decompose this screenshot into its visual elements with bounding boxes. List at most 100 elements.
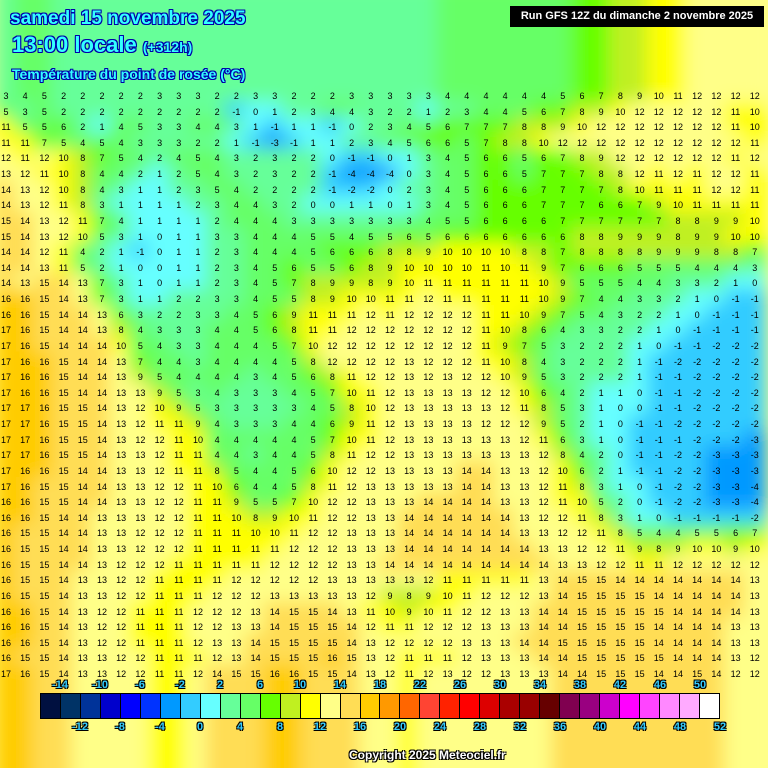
legend-swatch	[220, 694, 241, 718]
grid-value: 11	[462, 590, 472, 601]
grid-value: 4	[272, 465, 278, 476]
grid-value: 11	[692, 169, 702, 180]
grid-value: 8	[368, 262, 374, 273]
grid-value: 5	[195, 403, 201, 414]
grid-value: 14	[77, 512, 88, 523]
grid-value: 12	[346, 356, 357, 367]
grid-value: 4	[233, 372, 239, 383]
forecast-time: 13:00 locale (+312h)	[12, 32, 192, 60]
grid-value: 1	[157, 169, 163, 180]
legend-top-label: 46	[653, 679, 667, 691]
grid-value: 5	[541, 340, 547, 351]
grid-value: 13	[461, 403, 472, 414]
grid-value: 5	[310, 450, 316, 461]
grid-value: 9	[541, 309, 547, 320]
grid-value: 7	[560, 106, 566, 117]
grid-value: 3	[233, 419, 239, 430]
grid-value: 11	[519, 403, 530, 414]
legend-swatch	[620, 694, 641, 718]
grid-value: 11	[193, 544, 203, 555]
grid-value: 2	[617, 372, 623, 383]
grid-value: 13	[730, 637, 741, 648]
grid-value: 3	[118, 231, 124, 242]
grid-value: 6	[233, 481, 239, 492]
grid-value: 6	[349, 247, 355, 258]
grid-value: 6	[118, 309, 124, 320]
grid-value: 12	[423, 340, 434, 351]
grid-value: 15	[596, 637, 607, 648]
grid-value: 6	[483, 169, 489, 180]
grid-value: 4	[579, 450, 585, 461]
grid-value: 14	[250, 653, 261, 664]
grid-value: 1	[157, 294, 163, 305]
grid-value: 15	[576, 575, 588, 586]
grid-value: 7	[291, 497, 297, 508]
grid-value: 12	[711, 153, 722, 164]
grid-value: 4	[253, 215, 259, 226]
grid-value: 12	[615, 137, 626, 148]
grid-value: 4	[483, 91, 489, 101]
grid-value: 12	[308, 528, 319, 539]
grid-value: 13	[480, 622, 492, 633]
grid-value: 11	[1, 137, 11, 148]
grid-value: 5	[310, 387, 316, 398]
grid-value: 13	[346, 544, 357, 555]
grid-value: -1	[232, 106, 241, 117]
grid-value: 11	[500, 278, 510, 289]
grid-value: 12	[212, 622, 223, 633]
grid-value: 8	[349, 403, 355, 414]
grid-value: 5	[22, 122, 28, 133]
grid-value: 16	[20, 356, 31, 367]
grid-value: 3	[176, 91, 182, 101]
grid-value: 9	[521, 372, 527, 383]
grid-value: -1	[731, 309, 740, 320]
grid-value: 2	[310, 91, 316, 101]
map-cell	[263, 101, 287, 122]
legend-swatch	[560, 694, 581, 718]
grid-value: 3	[233, 153, 239, 164]
legend-top-label: -10	[92, 679, 108, 691]
grid-value: 2	[310, 169, 316, 180]
grid-value: 13	[346, 559, 357, 570]
grid-value: 15	[39, 622, 50, 633]
grid-value: 3	[310, 215, 316, 226]
grid-value: 2	[445, 106, 451, 117]
grid-value: 3	[349, 91, 355, 101]
grid-value: 12	[519, 590, 530, 601]
grid-value: 6	[521, 184, 527, 195]
grid-value: 8	[579, 247, 585, 258]
grid-value: 9	[560, 294, 566, 305]
grid-value: 9	[713, 231, 719, 242]
grid-value: 13	[500, 465, 511, 476]
grid-value: 14	[250, 637, 261, 648]
map-cell	[378, 133, 402, 153]
grid-value: 1	[176, 247, 182, 258]
grid-value: 1	[157, 200, 163, 211]
grid-value: 11	[58, 262, 69, 273]
grid-value: 4	[694, 262, 700, 273]
grid-value: 3	[118, 278, 124, 289]
grid-value: 1	[176, 231, 182, 242]
grid-value: 10	[308, 340, 319, 351]
grid-value: 3	[22, 106, 28, 117]
grid-value: 9	[656, 231, 662, 242]
grid-value: 16	[20, 387, 31, 398]
grid-value: 15	[308, 606, 319, 617]
grid-value: 12	[749, 669, 760, 679]
grid-value: 15	[634, 606, 645, 617]
map-cell	[436, 101, 460, 122]
legend-swatch	[500, 694, 521, 718]
grid-value: 11	[634, 559, 645, 570]
legend-top-label: 14	[333, 679, 347, 691]
grid-value: -2	[693, 403, 702, 414]
map-cell	[186, 0, 210, 106]
grid-value: 4	[291, 387, 297, 398]
legend-swatch	[699, 694, 719, 718]
grid-value: 7	[329, 434, 335, 445]
grid-value: 6	[502, 169, 508, 180]
grid-value: 14	[692, 653, 703, 664]
grid-value: 12	[327, 340, 338, 351]
grid-value: 0	[310, 200, 316, 211]
grid-value: 3	[137, 137, 143, 148]
grid-value: 16	[20, 465, 31, 476]
